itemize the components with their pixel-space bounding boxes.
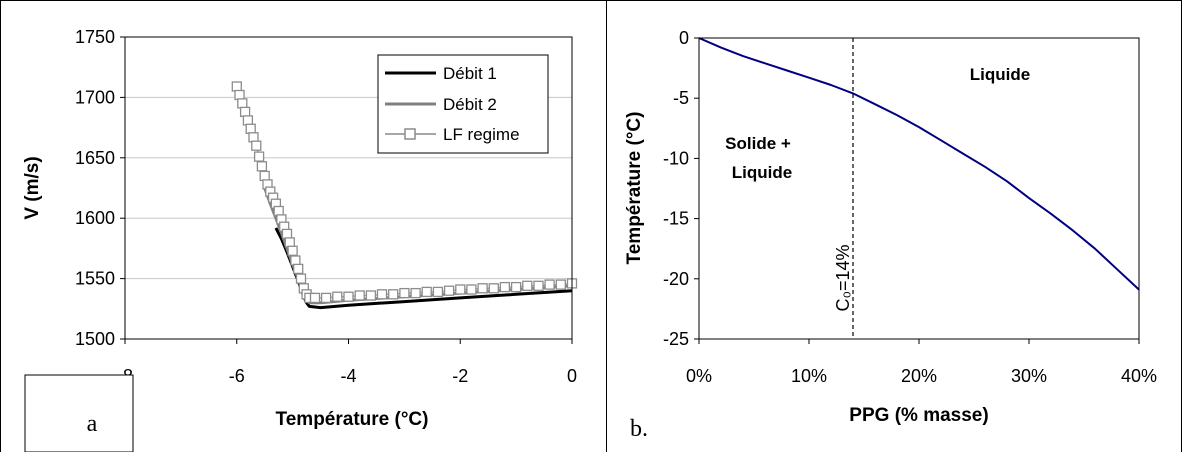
chart-a-legend: Débit 1 Débit 2 LF regime bbox=[377, 54, 549, 154]
x-tick-label: 0 bbox=[567, 366, 577, 386]
data-point-lf-regime bbox=[256, 161, 268, 172]
panel-a-label: a bbox=[87, 411, 98, 437]
data-point-lf-regime bbox=[290, 255, 301, 266]
data-point-lf-regime bbox=[332, 291, 343, 302]
data-point-lf-regime bbox=[284, 237, 295, 248]
x-tick-label: 30% bbox=[1011, 366, 1047, 386]
data-point-lf-regime bbox=[365, 290, 377, 301]
data-point-lf-regime bbox=[354, 290, 365, 301]
x-tick-label: -6 bbox=[229, 366, 245, 386]
chart-b-annotation-liquid: Liquide bbox=[970, 65, 1030, 84]
legend-label-lf-regime: LF regime bbox=[443, 125, 520, 144]
data-point-lf-regime bbox=[242, 115, 254, 126]
data-point-lf-regime bbox=[477, 283, 488, 294]
chart-b-ticks: -25 -20 -15 -10 -5 0 0% 10% 20% 30% 40% bbox=[663, 28, 1157, 386]
data-point-lf-regime bbox=[248, 132, 259, 143]
data-point-lf-regime bbox=[281, 228, 293, 240]
x-tick-label: 20% bbox=[901, 366, 937, 386]
x-tick-label: -2 bbox=[452, 366, 468, 386]
chart-b-plot-area bbox=[698, 37, 1140, 340]
data-point-lf-regime bbox=[443, 285, 455, 296]
data-point-lf-regime bbox=[555, 279, 566, 290]
data-point-lf-regime bbox=[245, 123, 256, 134]
c0-line-label: C₀=14% bbox=[833, 244, 853, 311]
x-tick-label: 10% bbox=[791, 366, 827, 386]
chart-b-vline: C₀=14% bbox=[833, 38, 854, 339]
chart-b-series bbox=[698, 37, 1140, 291]
y-tick-label: 1500 bbox=[75, 329, 115, 349]
data-point-lf-regime bbox=[376, 289, 388, 300]
data-point-lf-regime bbox=[510, 281, 522, 293]
data-point-lf-regime bbox=[259, 170, 270, 182]
data-point-lf-regime bbox=[488, 283, 499, 294]
legend-marker-lf-regime bbox=[404, 128, 416, 140]
legend-label-debit-2: Débit 2 bbox=[443, 95, 497, 114]
y-tick-label: -20 bbox=[663, 269, 689, 289]
data-point-lf-regime bbox=[522, 280, 533, 291]
chart-a-x-axis-label: Température (°C) bbox=[276, 409, 429, 430]
y-tick-label: -5 bbox=[673, 88, 689, 108]
data-point-lf-regime bbox=[320, 292, 332, 304]
data-point-lf-regime bbox=[499, 281, 511, 293]
data-point-lf-regime bbox=[251, 140, 262, 151]
panel-b-label: b. bbox=[630, 416, 648, 442]
legend-label-debit-1: Débit 1 bbox=[443, 64, 497, 83]
data-point-lf-regime bbox=[253, 151, 265, 162]
y-tick-label: -25 bbox=[663, 329, 689, 349]
y-tick-label: 1700 bbox=[75, 87, 115, 107]
data-point-lf-regime bbox=[234, 89, 245, 101]
data-point-lf-regime bbox=[237, 98, 248, 109]
data-point-lf-regime bbox=[455, 284, 466, 295]
chart-a-y-axis-label: V (m/s) bbox=[22, 156, 43, 219]
y-tick-label: -15 bbox=[663, 209, 689, 229]
x-tick-label: 0% bbox=[686, 366, 712, 386]
data-point-lf-regime bbox=[388, 289, 399, 300]
data-point-lf-regime bbox=[293, 263, 304, 275]
chart-b-x-axis-label: PPG (% masse) bbox=[849, 405, 988, 426]
x-tick-label: 40% bbox=[1121, 366, 1157, 386]
y-tick-label: 1750 bbox=[75, 27, 115, 47]
y-tick-label: 0 bbox=[679, 28, 689, 48]
chart-b-y-axis-label: Température (°C) bbox=[624, 112, 645, 265]
chart-b-annotation-solid-liquid-line1: Solide + bbox=[725, 134, 791, 153]
data-point-lf-regime bbox=[432, 286, 444, 298]
data-point-lf-regime bbox=[399, 287, 410, 299]
data-point-lf-regime bbox=[231, 81, 242, 92]
y-tick-label: 1600 bbox=[75, 208, 115, 228]
data-point-lf-regime bbox=[295, 273, 307, 284]
series-line-liquidus bbox=[698, 37, 1140, 291]
chart-b: C₀=14% -25 -20 -15 -10 -5 0 0% 10% 20% 30% 40% PPG… bbox=[624, 28, 1157, 442]
data-point-lf-regime bbox=[309, 292, 321, 304]
panel-a-label-box bbox=[24, 374, 134, 452]
chart-b-annotation-solid-liquid-line2: Liquide bbox=[732, 163, 792, 182]
data-point-lf-regime bbox=[410, 287, 421, 299]
chart-a-series bbox=[231, 81, 578, 310]
y-tick-label: 1550 bbox=[75, 269, 115, 289]
y-tick-label: 1650 bbox=[75, 148, 115, 168]
y-tick-label: -10 bbox=[663, 148, 689, 168]
data-point-lf-regime bbox=[466, 284, 477, 295]
x-tick-label: -4 bbox=[340, 366, 356, 386]
data-point-lf-regime bbox=[273, 205, 284, 217]
data-point-lf-regime bbox=[287, 245, 298, 256]
data-point-lf-regime bbox=[421, 286, 432, 298]
data-point-lf-regime bbox=[533, 280, 544, 291]
data-point-lf-regime bbox=[544, 279, 555, 290]
data-point-lf-regime bbox=[239, 106, 251, 118]
data-point-lf-regime bbox=[343, 291, 354, 302]
